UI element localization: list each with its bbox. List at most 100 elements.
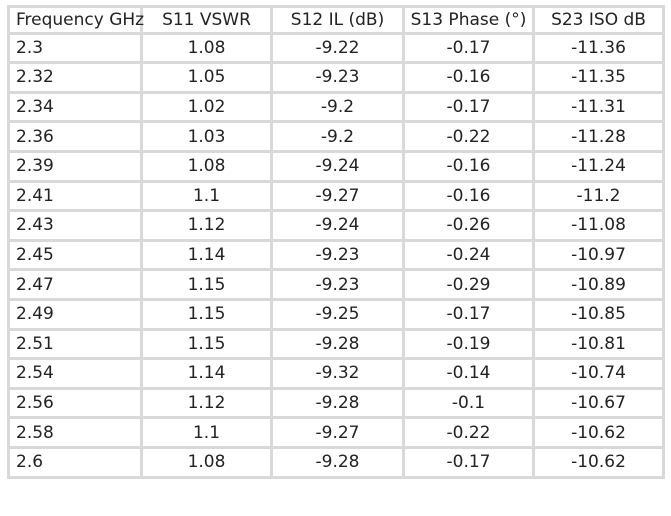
table-row: 2.43 1.12 -9.24 -0.26 -11.08 — [7, 212, 665, 242]
cell-s12-il: -9.23 — [273, 64, 405, 94]
cell-s11-vswr: 1.03 — [143, 123, 273, 153]
cell-s13-phase: -0.14 — [405, 360, 535, 390]
table-header: Frequency GHz S11 VSWR S12 IL (dB) S13 P… — [7, 5, 665, 35]
cell-s13-phase: -0.17 — [405, 300, 535, 331]
cell-s23-iso: -10.81 — [535, 330, 665, 361]
table-row: 2.47 1.15 -9.23 -0.29 -10.89 — [7, 271, 665, 301]
cell-frequency: 2.45 — [7, 241, 143, 272]
cell-frequency: 2.43 — [7, 212, 143, 242]
cell-s13-phase: -0.16 — [405, 182, 535, 213]
cell-s11-vswr: 1.08 — [143, 152, 273, 183]
cell-s13-phase: -0.26 — [405, 212, 535, 242]
cell-frequency: 2.56 — [7, 389, 143, 420]
cell-s13-phase: -0.24 — [405, 241, 535, 272]
cell-s13-phase: -0.22 — [405, 419, 535, 449]
cell-s12-il: -9.2 — [273, 123, 405, 153]
cell-s23-iso: -10.97 — [535, 241, 665, 272]
table-row: 2.36 1.03 -9.2 -0.22 -11.28 — [7, 123, 665, 153]
cell-frequency: 2.6 — [7, 448, 143, 479]
cell-frequency: 2.41 — [7, 182, 143, 213]
cell-s11-vswr: 1.08 — [143, 448, 273, 479]
cell-s13-phase: -0.17 — [405, 34, 535, 65]
cell-s11-vswr: 1.15 — [143, 271, 273, 301]
cell-frequency: 2.34 — [7, 93, 143, 124]
table-body: 2.3 1.08 -9.22 -0.17 -11.36 2.32 1.05 -9.23 -0.1… — [7, 34, 665, 479]
cell-s12-il: -9.23 — [273, 241, 405, 272]
cell-s23-iso: -10.85 — [535, 300, 665, 331]
cell-s23-iso: -11.24 — [535, 152, 665, 183]
cell-s12-il: -9.24 — [273, 212, 405, 242]
cell-s11-vswr: 1.14 — [143, 241, 273, 272]
cell-s13-phase: -0.16 — [405, 64, 535, 94]
cell-s23-iso: -10.67 — [535, 389, 665, 420]
cell-s12-il: -9.2 — [273, 93, 405, 124]
cell-s12-il: -9.23 — [273, 271, 405, 301]
cell-s12-il: -9.32 — [273, 360, 405, 390]
table-row: 2.58 1.1 -9.27 -0.22 -10.62 — [7, 419, 665, 449]
cell-s12-il: -9.25 — [273, 300, 405, 331]
cell-s12-il: -9.27 — [273, 419, 405, 449]
cell-s13-phase: -0.1 — [405, 389, 535, 420]
cell-s13-phase: -0.19 — [405, 330, 535, 361]
cell-s12-il: -9.28 — [273, 330, 405, 361]
cell-s11-vswr: 1.1 — [143, 419, 273, 449]
cell-s12-il: -9.24 — [273, 152, 405, 183]
column-header-frequency: Frequency GHz — [7, 5, 144, 35]
cell-s23-iso: -11.2 — [535, 182, 665, 213]
table-row: 2.3 1.08 -9.22 -0.17 -11.36 — [7, 34, 665, 65]
table-row: 2.34 1.02 -9.2 -0.17 -11.31 — [7, 93, 665, 124]
cell-s23-iso: -10.74 — [535, 360, 665, 390]
table-row: 2.56 1.12 -9.28 -0.1 -10.67 — [7, 389, 665, 420]
column-header-s23-iso: S23 ISO dB — [535, 5, 665, 35]
cell-s23-iso: -10.62 — [535, 448, 665, 479]
cell-s12-il: -9.28 — [273, 448, 405, 479]
table-row: 2.32 1.05 -9.23 -0.16 -11.35 — [7, 64, 665, 94]
cell-s13-phase: -0.22 — [405, 123, 535, 153]
header-row: Frequency GHz S11 VSWR S12 IL (dB) S13 P… — [7, 5, 665, 35]
cell-s11-vswr: 1.12 — [143, 389, 273, 420]
column-header-s11-vswr: S11 VSWR — [143, 5, 273, 35]
cell-frequency: 2.3 — [7, 34, 143, 65]
cell-s11-vswr: 1.12 — [143, 212, 273, 242]
cell-frequency: 2.32 — [7, 64, 143, 94]
cell-s11-vswr: 1.05 — [143, 64, 273, 94]
column-header-s12-il: S12 IL (dB) — [273, 5, 405, 35]
cell-frequency: 2.36 — [7, 123, 143, 153]
table-row: 2.45 1.14 -9.23 -0.24 -10.97 — [7, 241, 665, 272]
cell-s13-phase: -0.16 — [405, 152, 535, 183]
s-parameter-table: Frequency GHz S11 VSWR S12 IL (dB) S13 P… — [7, 5, 665, 479]
table-row: 2.6 1.08 -9.28 -0.17 -10.62 — [7, 448, 665, 479]
cell-frequency: 2.54 — [7, 360, 143, 390]
cell-s12-il: -9.22 — [273, 34, 405, 65]
cell-s13-phase: -0.17 — [405, 93, 535, 124]
cell-frequency: 2.51 — [7, 330, 143, 361]
cell-s13-phase: -0.29 — [405, 271, 535, 301]
cell-s23-iso: -11.28 — [535, 123, 665, 153]
table-row: 2.51 1.15 -9.28 -0.19 -10.81 — [7, 330, 665, 361]
table-row: 2.39 1.08 -9.24 -0.16 -11.24 — [7, 152, 665, 183]
cell-frequency: 2.47 — [7, 271, 143, 301]
cell-frequency: 2.58 — [7, 419, 143, 449]
table-row: 2.41 1.1 -9.27 -0.16 -11.2 — [7, 182, 665, 213]
cell-s23-iso: -11.35 — [535, 64, 665, 94]
cell-s11-vswr: 1.15 — [143, 300, 273, 331]
column-header-s13-phase: S13 Phase (°) — [405, 5, 535, 35]
cell-s11-vswr: 1.08 — [143, 34, 273, 65]
cell-s11-vswr: 1.02 — [143, 93, 273, 124]
cell-s13-phase: -0.17 — [405, 448, 535, 479]
cell-frequency: 2.39 — [7, 152, 143, 183]
s-parameter-table-container: Frequency GHz S11 VSWR S12 IL (dB) S13 P… — [7, 5, 665, 479]
cell-s11-vswr: 1.15 — [143, 330, 273, 361]
cell-s11-vswr: 1.1 — [143, 182, 273, 213]
cell-s23-iso: -11.31 — [535, 93, 665, 124]
table-row: 2.49 1.15 -9.25 -0.17 -10.85 — [7, 300, 665, 331]
cell-s12-il: -9.27 — [273, 182, 405, 213]
cell-s12-il: -9.28 — [273, 389, 405, 420]
cell-s23-iso: -10.62 — [535, 419, 665, 449]
cell-s23-iso: -11.36 — [535, 34, 665, 65]
cell-s23-iso: -10.89 — [535, 271, 665, 301]
cell-frequency: 2.49 — [7, 300, 143, 331]
cell-s11-vswr: 1.14 — [143, 360, 273, 390]
table-row: 2.54 1.14 -9.32 -0.14 -10.74 — [7, 360, 665, 390]
cell-s23-iso: -11.08 — [535, 212, 665, 242]
